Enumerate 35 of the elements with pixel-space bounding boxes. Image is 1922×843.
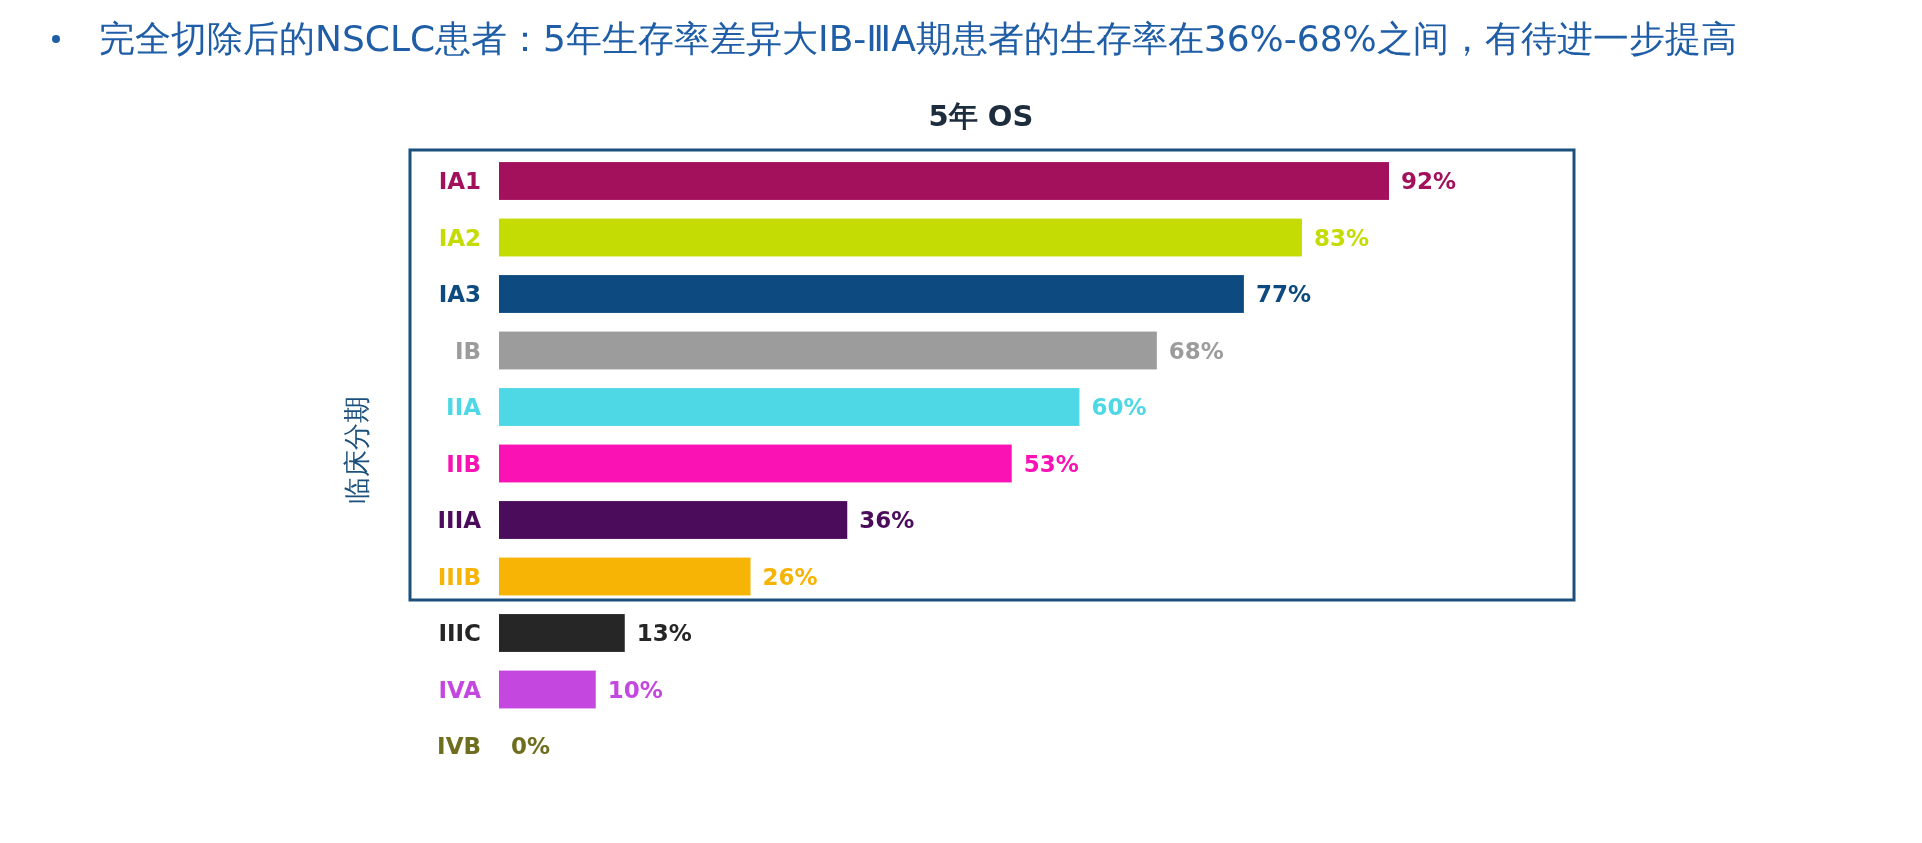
y-tick-label: IIB xyxy=(446,450,481,477)
bar xyxy=(499,557,751,596)
y-tick-label: IIIA xyxy=(437,507,482,534)
chart-title: 完全切除后的NSCLC患者：5年生存率差异大IB-ⅢA期患者的生存率在36%-68%之间，有待进一步提高 xyxy=(99,18,1737,59)
data-label: 60% xyxy=(1091,394,1147,421)
bar xyxy=(499,501,848,539)
bar xyxy=(499,218,1302,257)
data-label: 68% xyxy=(1168,337,1224,364)
y-tick-label: IB xyxy=(454,337,481,364)
data-label: 92% xyxy=(1401,168,1457,195)
data-label: 36% xyxy=(859,507,915,534)
data-label: 10% xyxy=(607,676,663,703)
data-label: 0% xyxy=(511,733,551,760)
chart-subtitle: 5年 OS xyxy=(928,99,1034,133)
bar xyxy=(499,162,1389,200)
bar xyxy=(499,444,1012,483)
data-label: 13% xyxy=(636,620,692,647)
y-tick-label: IIA xyxy=(446,394,482,421)
y-axis-title: 临床分期 xyxy=(341,396,372,504)
data-label: 53% xyxy=(1023,450,1079,477)
data-label: 26% xyxy=(762,563,818,590)
bar xyxy=(499,670,596,709)
y-tick-label: IIIC xyxy=(438,620,481,647)
data-label: 77% xyxy=(1255,281,1311,308)
bar xyxy=(499,331,1157,370)
y-tick-label: IA1 xyxy=(438,168,481,195)
bar xyxy=(499,275,1244,313)
bar xyxy=(499,614,625,652)
y-tick-label: IIIB xyxy=(437,563,481,590)
y-tick-label: IA2 xyxy=(438,224,481,251)
y-tick-label: IVB xyxy=(437,733,481,760)
y-tick-label: IVA xyxy=(438,676,482,703)
y-tick-label: IA3 xyxy=(438,281,481,308)
bar xyxy=(499,388,1080,426)
data-label: 83% xyxy=(1313,224,1369,251)
